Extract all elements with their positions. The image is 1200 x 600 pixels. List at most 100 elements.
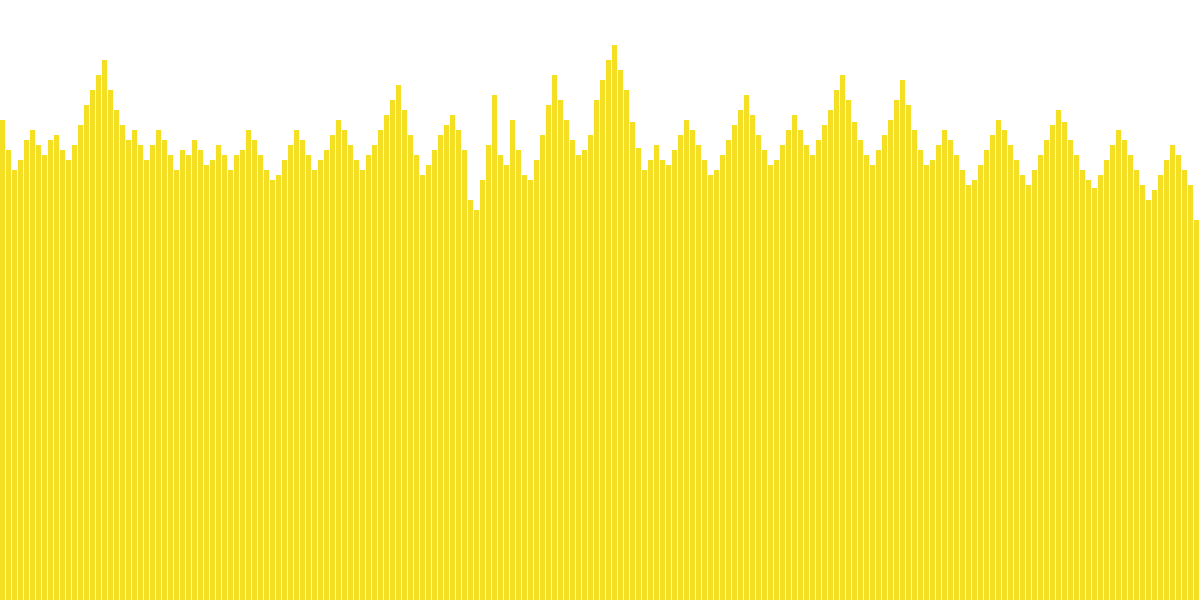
waveform-bar: [1032, 170, 1037, 600]
waveform-bar: [930, 160, 935, 600]
waveform-bar: [618, 70, 623, 600]
waveform-bar: [588, 135, 593, 600]
waveform-bar: [1080, 170, 1085, 600]
waveform-bar: [252, 140, 257, 600]
waveform-bar: [306, 155, 311, 600]
waveform-bar: [162, 140, 167, 600]
waveform-bar: [1140, 185, 1145, 600]
waveform-bar: [360, 170, 365, 600]
waveform-bar: [150, 145, 155, 600]
waveform-bar: [966, 185, 971, 600]
waveform-bar: [690, 130, 695, 600]
waveform-bar: [264, 170, 269, 600]
waveform-bar: [714, 170, 719, 600]
waveform-bar: [156, 130, 161, 600]
waveform-bar: [402, 110, 407, 600]
waveform-bar: [936, 145, 941, 600]
waveform-bar: [504, 165, 509, 600]
waveform-bar: [792, 115, 797, 600]
waveform-bar: [894, 100, 899, 600]
waveform-bar: [1044, 140, 1049, 600]
waveform-bar: [780, 145, 785, 600]
waveform-bar: [258, 155, 263, 600]
waveform-bar: [684, 120, 689, 600]
waveform-bar: [246, 130, 251, 600]
waveform-bar: [294, 130, 299, 600]
waveform-bar: [546, 105, 551, 600]
waveform-bar: [198, 150, 203, 600]
waveform-bar: [1194, 220, 1199, 600]
waveform-bar: [1068, 140, 1073, 600]
waveform-bar: [606, 60, 611, 600]
waveform-bar: [48, 140, 53, 600]
waveform-bar: [846, 100, 851, 600]
waveform-bar: [1104, 160, 1109, 600]
waveform-bar: [906, 105, 911, 600]
waveform-bar: [1002, 130, 1007, 600]
waveform-bar: [474, 210, 479, 600]
waveform-bar: [60, 150, 65, 600]
waveform-bar: [888, 120, 893, 600]
waveform-bar: [720, 155, 725, 600]
waveform-bar: [216, 145, 221, 600]
waveform-bar: [468, 200, 473, 600]
waveform-bar: [882, 135, 887, 600]
waveform-bar: [510, 120, 515, 600]
waveform-bar: [18, 160, 23, 600]
waveform-bar: [270, 180, 275, 600]
waveform-bar: [810, 155, 815, 600]
waveform-bar: [852, 122, 857, 600]
waveform-bar: [288, 145, 293, 600]
waveform-bar: [1146, 200, 1151, 600]
waveform-bar: [960, 170, 965, 600]
waveform-bar: [534, 160, 539, 600]
waveform-bar: [300, 140, 305, 600]
waveform-bar: [1128, 155, 1133, 600]
waveform-bar: [600, 80, 605, 600]
waveform-bar: [426, 165, 431, 600]
waveform-bar: [1062, 122, 1067, 600]
waveform-bar: [1098, 175, 1103, 600]
waveform-bar: [420, 175, 425, 600]
waveform-bar: [0, 120, 5, 600]
waveform-bar: [378, 130, 383, 600]
waveform-bar: [90, 90, 95, 600]
waveform-bar: [1170, 145, 1175, 600]
waveform-bar: [228, 170, 233, 600]
waveform-bar: [72, 145, 77, 600]
waveform-bar: [912, 130, 917, 600]
waveform-bar: [366, 155, 371, 600]
waveform-bar: [1014, 160, 1019, 600]
waveform-bar: [240, 150, 245, 600]
waveform-bar: [1134, 170, 1139, 600]
waveform-bar: [744, 95, 749, 600]
waveform-bar: [840, 75, 845, 600]
waveform-bar: [108, 90, 113, 600]
waveform-bar: [36, 145, 41, 600]
waveform-bar: [126, 140, 131, 600]
waveform-bar: [210, 160, 215, 600]
waveform-bar: [732, 125, 737, 600]
waveform-bar: [456, 130, 461, 600]
waveform-bar: [774, 160, 779, 600]
waveform-bar: [1086, 180, 1091, 600]
waveform-bar: [864, 155, 869, 600]
waveform-bar: [204, 165, 209, 600]
waveform-bar: [756, 135, 761, 600]
waveform-bar: [1158, 175, 1163, 600]
waveform-bar: [1020, 175, 1025, 600]
waveform-bar: [858, 140, 863, 600]
waveform-bar: [438, 135, 443, 600]
waveform-bar: [492, 95, 497, 600]
waveform-bar: [396, 85, 401, 600]
waveform-bar: [642, 170, 647, 600]
waveform-bar: [828, 110, 833, 600]
waveform-bar: [564, 120, 569, 600]
waveform-bar: [132, 130, 137, 600]
waveform-bar: [330, 135, 335, 600]
waveform-bar: [900, 80, 905, 600]
waveform-bar: [102, 60, 107, 600]
waveform-bar: [594, 100, 599, 600]
waveform-bar: [12, 170, 17, 600]
waveform-bar: [432, 150, 437, 600]
